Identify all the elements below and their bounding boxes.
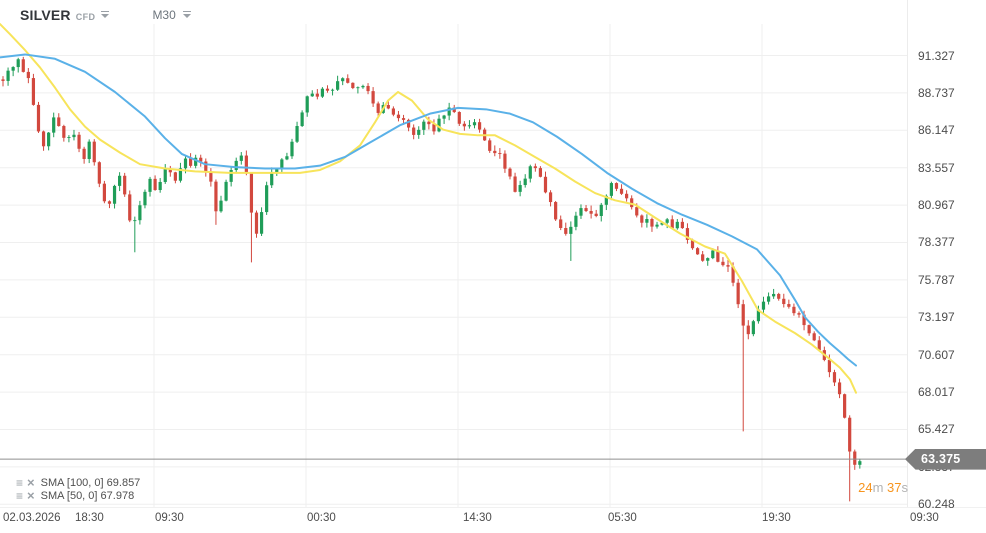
price-axis-label: 86.147 [918,123,955,138]
indicator-label: SMA [100, 0] [40,477,104,489]
time-axis-label: 19:30 [762,512,791,524]
price-axis-label: 91.327 [918,48,955,63]
indicator-remove-icon[interactable]: × [27,488,35,503]
countdown-seconds-unit: s [901,480,909,495]
gridlines [0,24,907,507]
price-axis-label: 70.607 [918,347,955,362]
countdown-seconds: 37 [887,480,902,495]
plot-area[interactable] [0,23,913,507]
symbol-selector[interactable]: SILVER CFD [20,7,110,23]
indicator-legend-sma50: ≡ × SMA [50, 0] 67.978 [16,488,135,503]
time-axis-label: 00:30 [307,512,336,524]
symbol-name: SILVER [20,7,71,23]
indicator-legend-sma100: ≡ × SMA [100, 0] 69.857 [16,475,141,490]
current-price-value: 63.375 [921,452,961,467]
price-axis-label: 75.787 [918,272,955,287]
countdown-minutes-unit: m [872,480,884,495]
time-axis-label: 05:30 [608,512,637,524]
chevron-down-icon [182,10,192,20]
price-axis-label: 83.557 [918,160,955,175]
price-axis-label: 73.197 [918,310,955,325]
timeframe-label: M30 [152,8,176,22]
indicator-menu-icon[interactable]: ≡ [16,489,24,503]
sma-line-100[interactable] [0,53,857,367]
price-axis-label: 88.737 [918,85,955,100]
time-axis-label: 09:30 [155,512,184,524]
price-axis-label: 65.427 [918,422,955,437]
price-axis-label: 60.248 [918,497,955,512]
sma-line-50[interactable] [0,23,857,394]
candle-countdown-timer: 24m 37s [818,480,908,495]
indicator-remove-icon[interactable]: × [27,475,35,490]
indicator-value: 69.857 [106,477,141,489]
time-axis-label: 18:30 [75,512,104,524]
indicator-menu-icon[interactable]: ≡ [16,476,24,490]
price-axis-label: 68.017 [918,385,955,400]
chevron-down-icon [100,10,110,20]
time-axis-label: 14:30 [463,512,492,524]
market-type-label: CFD [75,12,96,22]
countdown-minutes: 24 [858,480,873,495]
indicator-label: SMA [50, 0] [40,490,98,502]
candles [1,56,862,502]
time-axis-label: 09:30 [910,512,939,524]
indicator-value: 67.978 [100,490,135,502]
current-price-tag: 63.375 [905,448,986,470]
chart-header: SILVER CFD M30 [0,0,192,30]
timeframe-selector[interactable]: M30 [152,8,191,22]
price-axis-label: 78.377 [918,235,955,250]
price-axis-label: 80.967 [918,198,955,213]
time-axis-label: 02.03.2026 [3,512,61,524]
